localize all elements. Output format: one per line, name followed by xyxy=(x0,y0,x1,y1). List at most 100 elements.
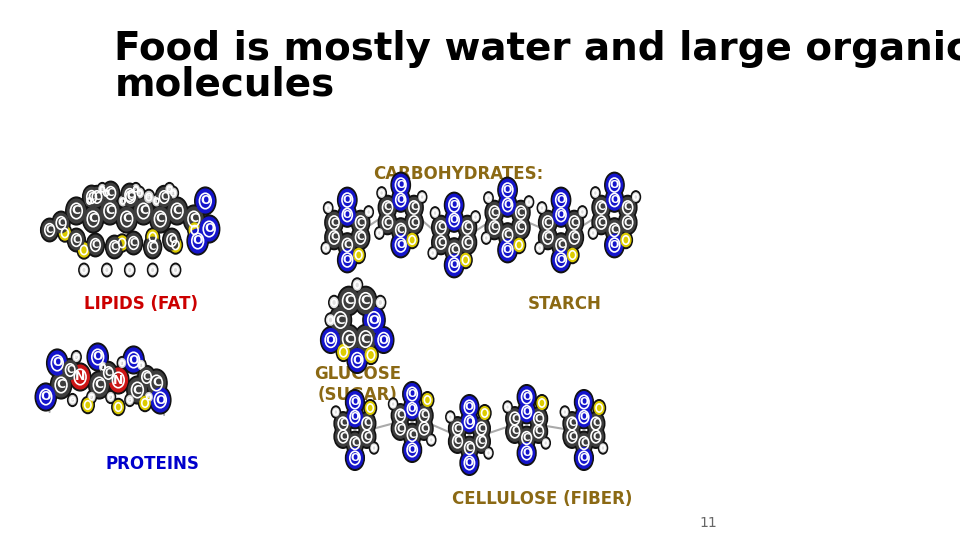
Text: C: C xyxy=(396,225,404,235)
Circle shape xyxy=(487,218,502,238)
Circle shape xyxy=(132,185,139,193)
Circle shape xyxy=(166,197,188,225)
Circle shape xyxy=(146,393,153,401)
Circle shape xyxy=(444,252,464,278)
Text: Food is mostly water and large organic: Food is mostly water and large organic xyxy=(114,30,960,68)
Circle shape xyxy=(351,225,370,249)
Circle shape xyxy=(125,348,143,372)
Circle shape xyxy=(393,406,408,426)
Text: O: O xyxy=(350,453,359,463)
Circle shape xyxy=(370,442,378,454)
Text: C: C xyxy=(511,427,518,436)
Circle shape xyxy=(579,208,586,216)
Text: O: O xyxy=(465,458,474,468)
Circle shape xyxy=(354,325,376,354)
Circle shape xyxy=(392,417,409,440)
Circle shape xyxy=(389,398,397,410)
Circle shape xyxy=(537,244,542,252)
Circle shape xyxy=(325,313,336,327)
Circle shape xyxy=(125,231,142,255)
Text: O: O xyxy=(503,245,513,255)
Text: O: O xyxy=(610,180,619,190)
Circle shape xyxy=(84,187,99,207)
Circle shape xyxy=(101,363,115,382)
Circle shape xyxy=(519,402,534,422)
Circle shape xyxy=(63,361,78,380)
Circle shape xyxy=(507,422,522,441)
Circle shape xyxy=(417,406,431,426)
Circle shape xyxy=(118,207,135,231)
Circle shape xyxy=(169,236,182,254)
Circle shape xyxy=(421,392,434,408)
Circle shape xyxy=(86,390,97,403)
Circle shape xyxy=(391,232,411,258)
Circle shape xyxy=(445,411,455,423)
Circle shape xyxy=(97,183,108,195)
Circle shape xyxy=(553,190,569,211)
Text: H: H xyxy=(147,395,151,400)
Circle shape xyxy=(593,198,609,218)
Circle shape xyxy=(330,298,338,308)
Text: H: H xyxy=(74,354,79,360)
Circle shape xyxy=(356,288,375,314)
Circle shape xyxy=(366,402,375,414)
Circle shape xyxy=(419,193,425,201)
Circle shape xyxy=(339,288,358,314)
Circle shape xyxy=(567,248,578,261)
Circle shape xyxy=(119,359,126,367)
Circle shape xyxy=(507,409,522,428)
Circle shape xyxy=(486,449,492,457)
Circle shape xyxy=(588,227,598,239)
Circle shape xyxy=(347,392,363,413)
Circle shape xyxy=(83,185,101,209)
Text: H: H xyxy=(108,395,113,400)
Circle shape xyxy=(430,207,440,219)
Circle shape xyxy=(607,190,622,210)
Circle shape xyxy=(500,195,516,215)
Circle shape xyxy=(358,411,375,435)
Circle shape xyxy=(123,187,138,206)
Circle shape xyxy=(530,420,547,443)
Circle shape xyxy=(513,218,529,238)
Circle shape xyxy=(170,263,180,277)
Circle shape xyxy=(83,205,104,233)
Text: O: O xyxy=(350,412,359,422)
Circle shape xyxy=(127,376,148,404)
Circle shape xyxy=(122,185,139,208)
Circle shape xyxy=(561,406,569,418)
Text: C: C xyxy=(173,205,181,218)
Circle shape xyxy=(553,205,568,225)
Circle shape xyxy=(118,194,128,208)
Circle shape xyxy=(446,194,463,215)
Circle shape xyxy=(139,368,154,387)
Circle shape xyxy=(116,205,137,233)
Text: O: O xyxy=(610,240,619,250)
Text: C: C xyxy=(464,222,471,233)
Circle shape xyxy=(163,228,180,252)
Text: C: C xyxy=(130,238,137,248)
Text: C: C xyxy=(409,430,416,440)
Text: C: C xyxy=(57,379,65,392)
Text: LIPIDS (FAT): LIPIDS (FAT) xyxy=(84,295,198,313)
Circle shape xyxy=(101,186,111,200)
Circle shape xyxy=(84,194,94,208)
Circle shape xyxy=(607,234,623,256)
Text: O: O xyxy=(522,407,531,417)
Circle shape xyxy=(67,199,85,223)
Circle shape xyxy=(98,361,108,374)
Text: C: C xyxy=(384,218,392,227)
Circle shape xyxy=(104,265,110,275)
Circle shape xyxy=(65,197,87,225)
Text: C: C xyxy=(361,333,371,346)
Circle shape xyxy=(90,373,108,397)
Text: C: C xyxy=(126,190,133,200)
Circle shape xyxy=(621,233,631,247)
Circle shape xyxy=(592,189,598,197)
Text: C: C xyxy=(149,242,156,252)
Circle shape xyxy=(432,209,439,217)
Text: C: C xyxy=(517,207,524,218)
Circle shape xyxy=(590,187,600,199)
Circle shape xyxy=(156,187,172,206)
Text: O: O xyxy=(52,356,62,369)
Text: C: C xyxy=(110,242,118,252)
